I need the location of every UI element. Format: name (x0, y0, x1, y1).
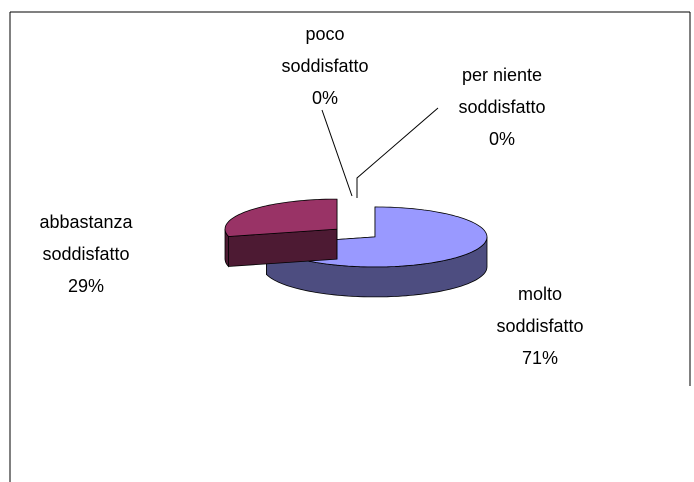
leader-line (321, 109, 353, 197)
value-label: 29% (67, 276, 105, 296)
value-label: 0% (488, 129, 515, 149)
category-label: per niente soddisfatto (458, 65, 546, 117)
slice-label: per niente soddisfatto 0% (442, 59, 562, 155)
slice-label: poco soddisfatto 0% (265, 18, 385, 114)
slice-top (224, 198, 338, 237)
value-label: 71% (521, 348, 559, 368)
slice-label: molto soddisfatto 71% (480, 278, 600, 374)
pie (224, 198, 488, 298)
slice-label: abbastanza soddisfatto 29% (26, 206, 146, 302)
value-label: 0% (311, 88, 338, 108)
category-label: abbastanza soddisfatto (39, 212, 133, 264)
leader-line (356, 107, 439, 198)
category-label: poco soddisfatto (281, 24, 369, 76)
category-label: molto soddisfatto (496, 284, 584, 336)
slice (224, 198, 338, 268)
